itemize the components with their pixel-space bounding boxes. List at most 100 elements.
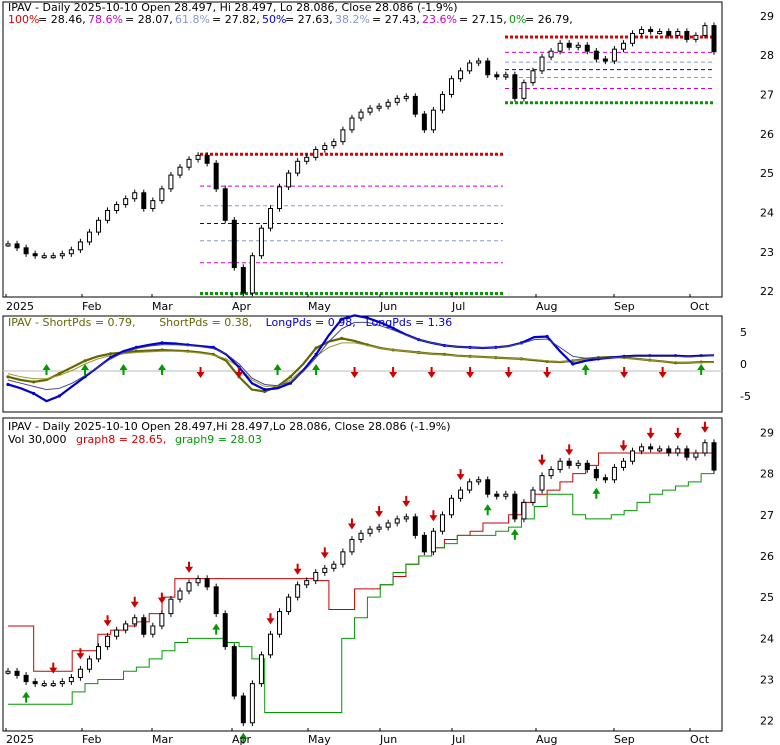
price-candle [458, 70, 464, 80]
sell-arrow-icon [185, 561, 194, 573]
osc-series-line [7, 314, 715, 403]
band-price-bar [349, 538, 355, 553]
price-candle [394, 97, 400, 103]
sell-arrow-icon [543, 367, 552, 378]
band-price-bar [512, 493, 518, 520]
sell-arrow-icon [235, 367, 244, 378]
y-tick-label: 23 [760, 246, 774, 259]
fib-legend-value: = 27.63, [285, 13, 333, 26]
price-candle [68, 249, 74, 255]
price-candle [141, 192, 147, 209]
bands-x-tick-label: Jul [451, 733, 465, 745]
sell-arrow-icon [196, 367, 205, 378]
price-candle [711, 25, 717, 53]
buy-arrow-icon [239, 732, 248, 744]
x-tick-label: Aug [536, 300, 557, 313]
bands-x-axis: 2025 Feb Mar Apr May Jun Jul Aug Sep Oct [5, 728, 710, 745]
osc-legend-item: LongPds = 0.98, [266, 316, 356, 329]
price-candle [449, 78, 455, 95]
band-price-bar [639, 446, 645, 452]
y-tick-label: 22 [760, 285, 774, 298]
price-candle [231, 219, 237, 269]
band-price-bar [566, 460, 572, 466]
price-candle [512, 74, 518, 99]
price-candle [331, 141, 337, 147]
oscillator-legend: IPAV - ShortPds = 0.79, ShortPds = 0.38, L… [8, 316, 452, 329]
price-candle [557, 42, 563, 52]
price-candle [249, 255, 255, 294]
y-tick-label: 25 [760, 167, 774, 180]
bands-legend-item: graph9 = 28.03 [175, 433, 262, 446]
panel-fibonacci: 22 23 24 25 26 27 28 29 2025 Feb Mar Apr May Jun Jul A… [2, 1, 774, 313]
fib-legend-value: = 26.79, [525, 13, 573, 26]
sell-arrow-icon [350, 367, 359, 378]
buy-arrow-icon [592, 487, 601, 499]
price-candle [14, 243, 20, 249]
price-candle [240, 267, 246, 294]
band-price-bar [340, 551, 346, 565]
band-price-bar [575, 462, 581, 466]
x-tick-label: Jul [451, 300, 465, 313]
bands-x-tick-label: Mar [152, 733, 173, 745]
band-price-bar [240, 695, 246, 724]
band-price-bar [249, 683, 255, 724]
buy-arrow-icon [212, 623, 221, 635]
price-candle [611, 48, 617, 62]
sell-arrow-icon [375, 506, 384, 518]
price-candle [684, 31, 690, 40]
osc-series-point [391, 326, 395, 330]
y-tick-label: 26 [760, 128, 774, 141]
x-tick-label: Oct [690, 300, 710, 313]
price-candle [521, 82, 527, 99]
bands-x-tick-label: Feb [82, 733, 101, 745]
osc-series-point [365, 316, 370, 320]
price-candle [494, 74, 500, 78]
price-candle [657, 31, 663, 34]
band-price-bar [702, 442, 708, 454]
price-candle [675, 31, 681, 36]
x-tick-label: May [308, 300, 331, 313]
price-candle [412, 95, 418, 115]
price-candle [204, 154, 210, 164]
price-candle [267, 208, 273, 229]
price-candle [620, 42, 626, 50]
y-tick-label: 27 [760, 88, 774, 101]
band-price-bar [530, 489, 536, 503]
osc-legend-item: IPAV - ShortPds = 0.79, [8, 316, 136, 329]
price-candle [467, 62, 473, 72]
band-step-line [8, 472, 715, 713]
bands-legend-item: Vol 30,000 [8, 433, 66, 446]
osc-series-point [109, 352, 113, 356]
buy-arrow-icon [42, 364, 51, 375]
buy-arrow-icon [483, 504, 492, 516]
sell-arrow-icon [700, 421, 709, 433]
bands-legend-item: graph8 = 28.65, [76, 433, 166, 446]
price-candle [313, 149, 319, 158]
band-price-bar [150, 625, 156, 635]
price-candle [150, 200, 156, 209]
band-price-bar [521, 501, 527, 520]
band-price-bar [684, 448, 690, 458]
osc-legend-item: ShortPds = 0.38, [159, 316, 252, 329]
band-price-bar [693, 452, 699, 458]
x-axis-labels: 2025 Feb Mar Apr May Jun Jul Aug Sep Oct [5, 294, 710, 313]
sell-arrow-icon [266, 613, 275, 625]
osc-y-tick-label: 0 [740, 358, 747, 371]
sell-arrow-icon [76, 648, 85, 660]
price-candle [539, 56, 545, 72]
band-price-bar [114, 629, 120, 637]
fib-legend-value: = 27.15, [459, 13, 507, 26]
y-axis-labels: 22 23 24 25 26 27 28 29 [760, 10, 774, 298]
sell-arrow-icon [320, 547, 329, 559]
band-price-bar [620, 460, 626, 468]
fib-legend-label: 78.6% [88, 13, 123, 26]
price-candle [584, 44, 590, 52]
band-signals [22, 421, 709, 744]
bands-legend: Vol 30,000 graph8 = 28.65, graph9 = 28.03 [8, 433, 262, 446]
band-price-bar [322, 567, 328, 573]
band-price-bar [277, 611, 283, 635]
price-candle [123, 198, 129, 206]
price-candle [295, 160, 301, 174]
osc-y-tick-label: -5 [740, 390, 751, 403]
bands-y-tick-label: 26 [760, 550, 774, 563]
